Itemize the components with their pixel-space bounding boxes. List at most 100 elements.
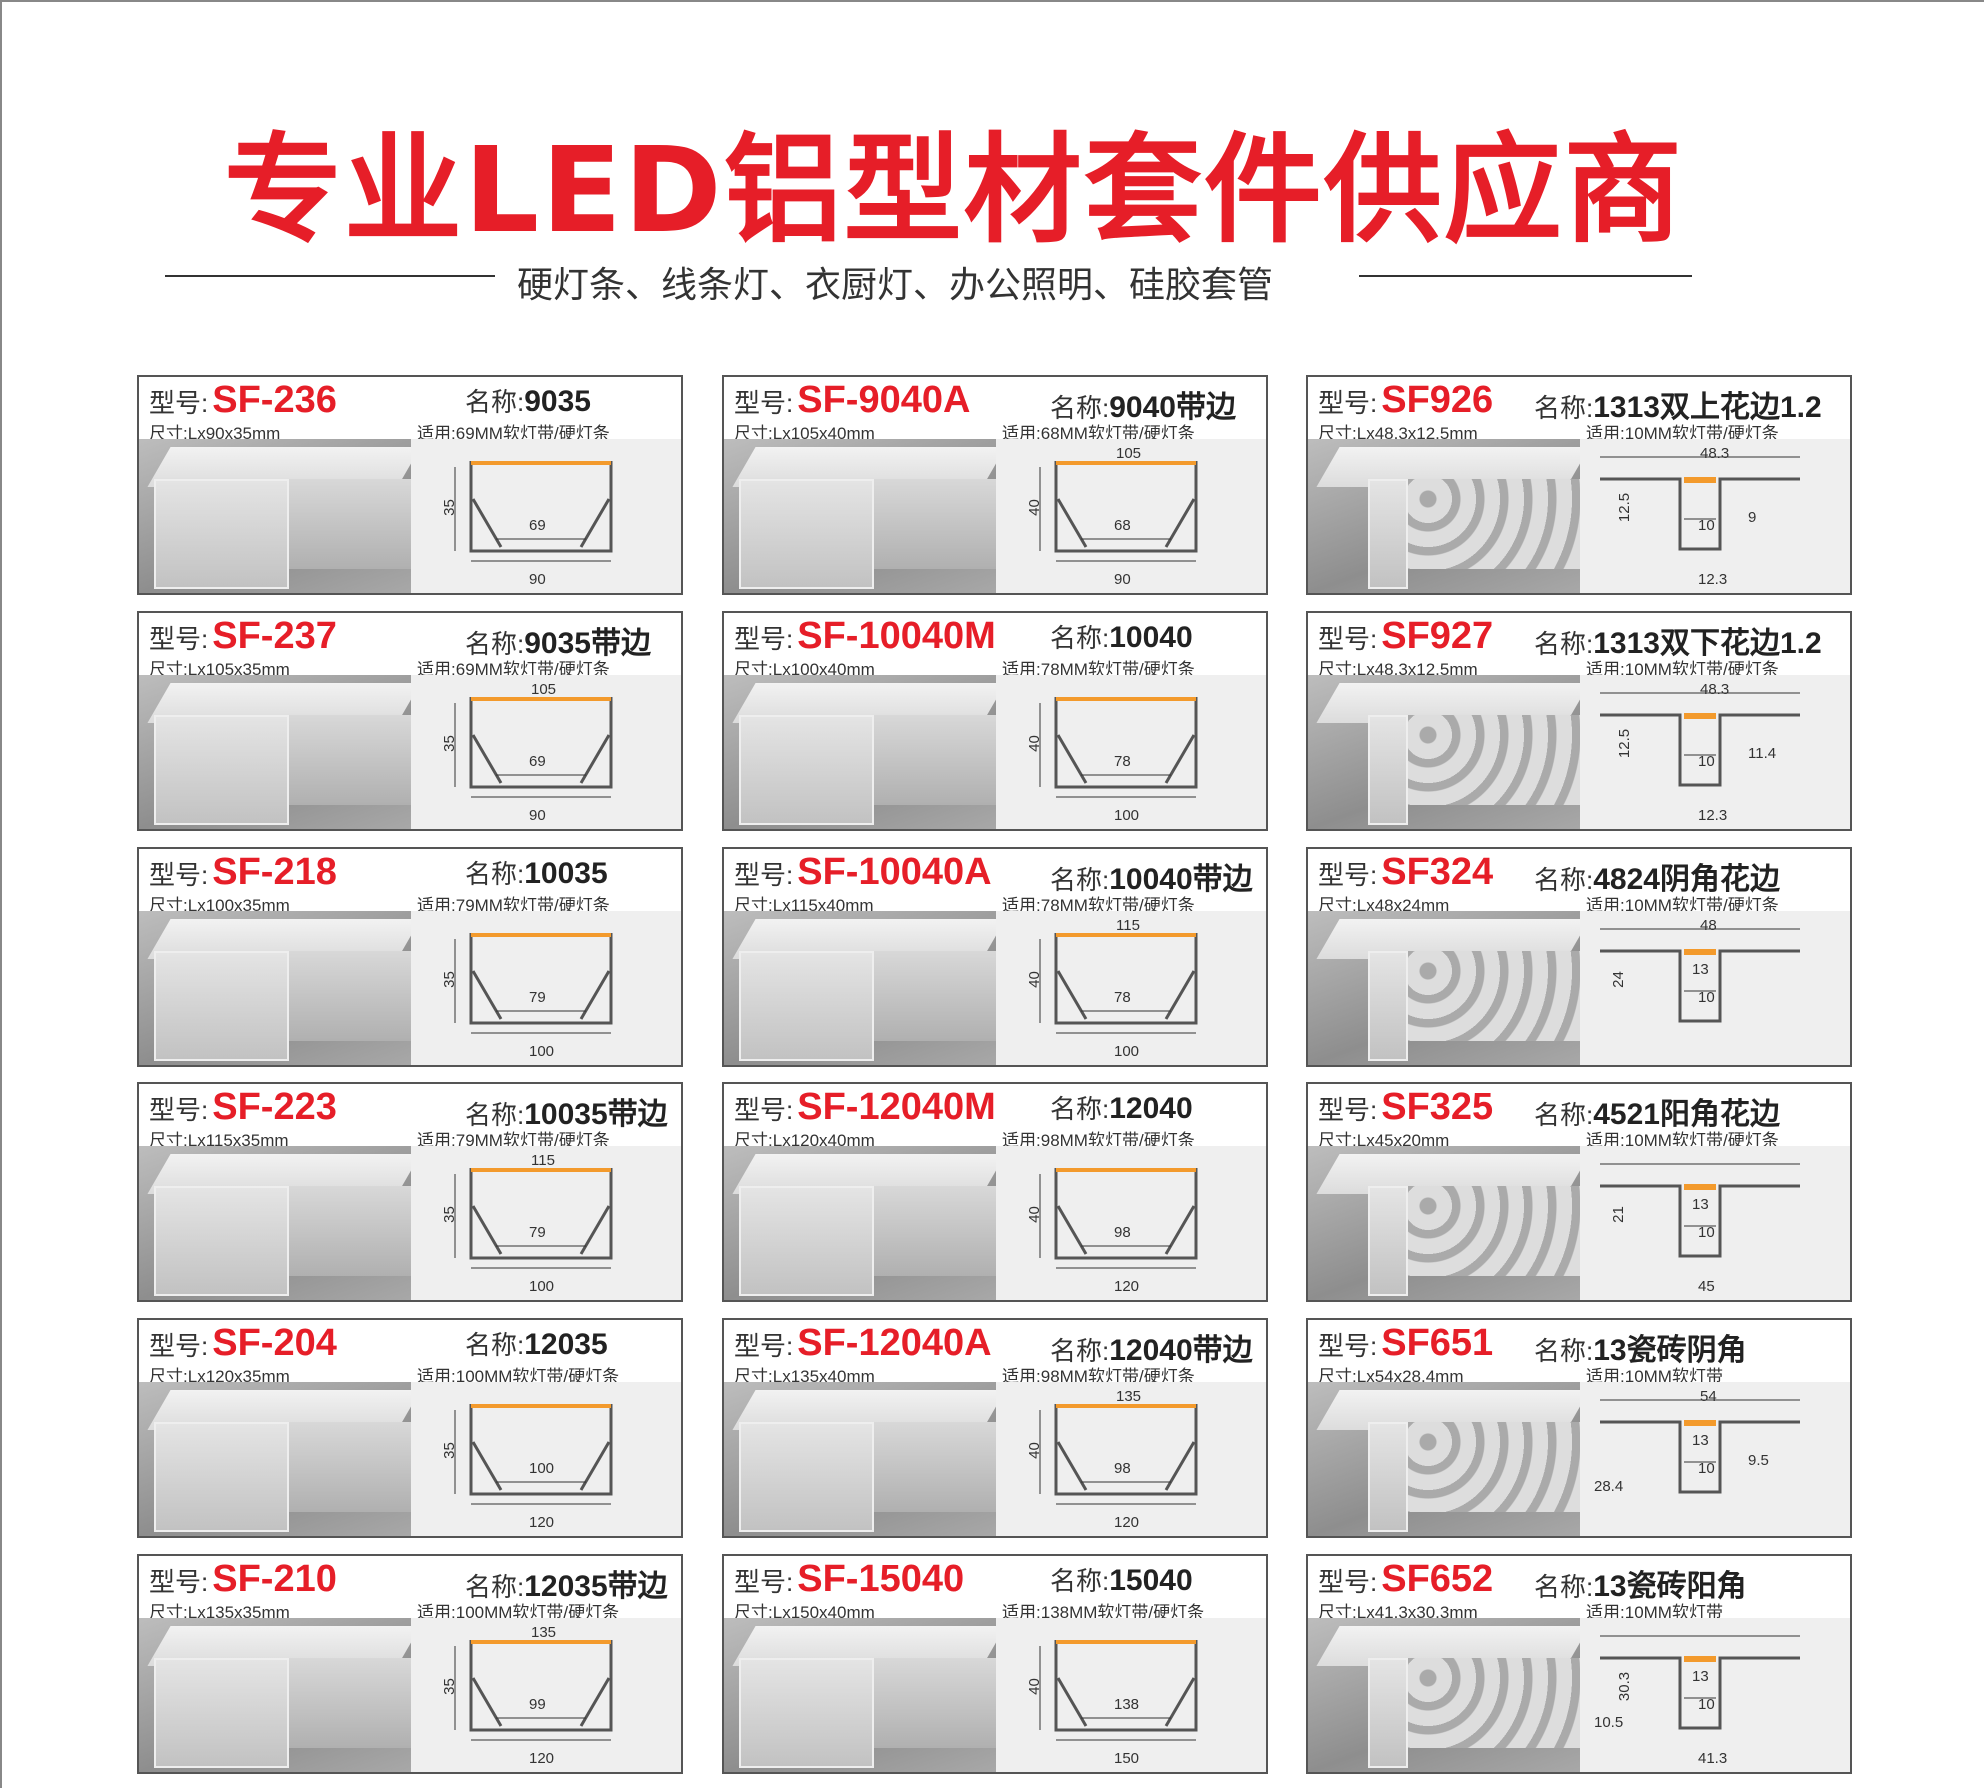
product-name: 4824阴角花边 bbox=[1593, 863, 1780, 896]
model-label: 型号: bbox=[734, 624, 794, 654]
size-value: Lx48.3x12.5mm bbox=[1356, 660, 1478, 679]
use-field: 适用:138MM软灯带/硬灯条 bbox=[1002, 1598, 1204, 1623]
model-field: 型号: SF651 bbox=[1318, 1322, 1493, 1365]
dimension-top: 48 bbox=[1700, 917, 1717, 934]
product-card[interactable]: 型号: SF-10040A 名称:10040带边 尺寸:Lx115x40mm 适用:78… bbox=[722, 847, 1268, 1067]
name-field: 名称:9040带边 bbox=[1050, 382, 1236, 426]
product-card[interactable]: 型号: SF652 名称:13瓷砖阳角 尺寸:Lx41.3x30.3mm 适用:10MM… bbox=[1306, 1554, 1852, 1774]
use-field: 适用:98MM软灯带/硬灯条 bbox=[1002, 1362, 1195, 1387]
use-value: 100MM软灯带/硬灯条 bbox=[455, 1603, 620, 1622]
dimension-top: 48.3 bbox=[1700, 445, 1730, 462]
product-card[interactable]: 型号: SF-12040M 名称:12040 尺寸:Lx120x40mm 适用:98MM… bbox=[722, 1082, 1268, 1302]
model-number: SF927 bbox=[1381, 615, 1494, 657]
size-value: Lx115x35mm bbox=[187, 1131, 289, 1150]
product-card[interactable]: 型号: SF927 名称:1313双下花边1.2 尺寸:Lx48.3x12.5mm 适用… bbox=[1306, 611, 1852, 831]
size-field: 尺寸:Lx54x28.4mm bbox=[1318, 1362, 1464, 1387]
name-label: 名称: bbox=[1050, 865, 1110, 895]
model-number: SF652 bbox=[1381, 1558, 1494, 1600]
card-header: 型号: SF927 名称:1313双下花边1.2 尺寸:Lx48.3x12.5mm 适用… bbox=[1308, 613, 1850, 679]
size-field: 尺寸:Lx100x40mm bbox=[734, 655, 875, 680]
dimension-height: 40 bbox=[1025, 735, 1043, 752]
model-field: 型号: SF-9040A bbox=[734, 379, 970, 422]
model-label: 型号: bbox=[1318, 1095, 1378, 1125]
use-field: 适用:10MM软灯带/硬灯条 bbox=[1586, 655, 1779, 680]
dimension-inner: 69 bbox=[529, 517, 546, 534]
use-value: 78MM软灯带/硬灯条 bbox=[1040, 896, 1195, 915]
card-header: 型号: SF-12040A 名称:12040带边 尺寸:Lx135x40mm 适用:98… bbox=[724, 1320, 1266, 1386]
product-photo bbox=[139, 675, 421, 829]
product-card[interactable]: 型号: SF-15040 名称:15040 尺寸:Lx150x40mm 适用:138MM… bbox=[722, 1554, 1268, 1774]
dimension-inner: 10 bbox=[1698, 1460, 1715, 1477]
size-value: Lx100x35mm bbox=[187, 896, 290, 915]
use-field: 适用:10MM软灯带/硬灯条 bbox=[1586, 419, 1779, 444]
card-header: 型号: SF-204 名称:12035 尺寸:Lx120x35mm 适用:100MM软灯… bbox=[139, 1320, 681, 1386]
card-header: 型号: SF651 名称:13瓷砖阴角 尺寸:Lx54x28.4mm 适用:10MM软灯… bbox=[1308, 1320, 1850, 1386]
dimension-height: 35 bbox=[440, 1206, 458, 1223]
product-name: 15040 bbox=[1109, 1564, 1193, 1597]
dimension-top: 115 bbox=[531, 1152, 555, 1169]
product-card[interactable]: 型号: SF-12040A 名称:12040带边 尺寸:Lx135x40mm 适用:98… bbox=[722, 1318, 1268, 1538]
size-label: 尺寸: bbox=[149, 424, 188, 443]
card-header: 型号: SF-12040M 名称:12040 尺寸:Lx120x40mm 适用:98MM… bbox=[724, 1084, 1266, 1150]
profile-diagram: 40 98 120 bbox=[996, 1146, 1266, 1300]
dimension-height: 24 bbox=[1609, 971, 1627, 988]
dimension-side: 28.4 bbox=[1594, 1478, 1624, 1495]
size-label: 尺寸: bbox=[149, 1603, 188, 1622]
product-name: 10035 bbox=[524, 857, 608, 890]
name-label: 名称: bbox=[1534, 1336, 1594, 1366]
profile-diagram: 40 78 100 bbox=[996, 675, 1266, 829]
use-value: 10MM软灯带/硬灯条 bbox=[1624, 424, 1779, 443]
profile-diagram: 115 40 78 100 bbox=[996, 911, 1266, 1065]
dimension-inner: 98 bbox=[1114, 1460, 1131, 1477]
product-card[interactable]: 型号: SF651 名称:13瓷砖阴角 尺寸:Lx54x28.4mm 适用:10MM软灯… bbox=[1306, 1318, 1852, 1538]
model-label: 型号: bbox=[734, 860, 794, 890]
use-label: 适用: bbox=[417, 1367, 456, 1386]
product-card[interactable]: 型号: SF-223 名称:10035带边 尺寸:Lx115x35mm 适用:79MM软… bbox=[137, 1082, 683, 1302]
product-name: 10035带边 bbox=[524, 1098, 668, 1131]
profile-diagram: 135 35 99 120 bbox=[411, 1618, 681, 1772]
model-field: 型号: SF926 bbox=[1318, 379, 1493, 422]
dimension-width: 150 bbox=[1114, 1750, 1140, 1767]
dimension-channel: 13 bbox=[1692, 961, 1709, 978]
product-card[interactable]: 型号: SF-237 名称:9035带边 尺寸:Lx105x35mm 适用:69MM软灯… bbox=[137, 611, 683, 831]
use-value: 10MM软灯带/硬灯条 bbox=[1624, 896, 1779, 915]
product-card[interactable]: 型号: SF-218 名称:10035 尺寸:Lx100x35mm 适用:79MM软灯带… bbox=[137, 847, 683, 1067]
use-field: 适用:10MM软灯带 bbox=[1586, 1362, 1723, 1387]
product-card[interactable]: 型号: SF324 名称:4824阴角花边 尺寸:Lx48x24mm 适用:10MM软灯… bbox=[1306, 847, 1852, 1067]
product-card[interactable]: 型号: SF325 名称:4521阳角花边 尺寸:Lx45x20mm 适用:10MM软灯… bbox=[1306, 1082, 1852, 1302]
card-header: 型号: SF-10040M 名称:10040 尺寸:Lx100x40mm 适用:78MM… bbox=[724, 613, 1266, 679]
model-field: 型号: SF-10040A bbox=[734, 851, 992, 894]
dimension-width: 90 bbox=[529, 807, 546, 824]
product-photo bbox=[139, 1618, 421, 1772]
product-card[interactable]: 型号: SF-9040A 名称:9040带边尺寸:Lx105x40mm 适用:68MM… bbox=[722, 375, 1268, 595]
size-field: 尺寸:Lx105x40mm bbox=[734, 419, 875, 444]
model-field: 型号: SF-218 bbox=[149, 851, 337, 894]
card-header: 型号: SF-236 名称:9035 尺寸:Lx90x35mm 适用:69MM软灯带/硬… bbox=[139, 377, 681, 443]
dimension-width: 45 bbox=[1698, 1278, 1715, 1295]
dimension-inner: 10 bbox=[1698, 517, 1715, 534]
profile-diagram: 105 40 68 90 bbox=[996, 439, 1266, 593]
model-number: SF-12040A bbox=[797, 1322, 992, 1364]
use-value: 69MM软灯带/硬灯条 bbox=[455, 424, 610, 443]
product-photo bbox=[139, 439, 421, 593]
use-value: 10MM软灯带 bbox=[1624, 1367, 1723, 1386]
name-label: 名称: bbox=[465, 1100, 525, 1130]
product-card[interactable]: 型号: SF-236 名称:9035 尺寸:Lx90x35mm 适用:69MM软灯带/硬… bbox=[137, 375, 683, 595]
product-card[interactable]: 型号: SF926 名称:1313双上花边1.2 尺寸:Lx48.3x12.5mm 适用… bbox=[1306, 375, 1852, 595]
product-card[interactable]: 型号: SF-10040M 名称:10040 尺寸:Lx100x40mm 适用:78MM… bbox=[722, 611, 1268, 831]
use-label: 适用: bbox=[1002, 424, 1041, 443]
model-label: 型号: bbox=[1318, 860, 1378, 890]
model-label: 型号: bbox=[1318, 624, 1378, 654]
dimension-width: 100 bbox=[529, 1043, 555, 1060]
use-value: 98MM软灯带/硬灯条 bbox=[1040, 1367, 1195, 1386]
size-value: Lx105x35mm bbox=[187, 660, 290, 679]
product-name: 10040带边 bbox=[1109, 863, 1253, 896]
model-label: 型号: bbox=[734, 388, 794, 418]
use-field: 适用:68MM软灯带/硬灯条 bbox=[1002, 419, 1195, 444]
size-value: Lx150x40mm bbox=[772, 1603, 875, 1622]
dimension-inner: 79 bbox=[529, 1224, 546, 1241]
product-card[interactable]: 型号: SF-204 名称:12035 尺寸:Lx120x35mm 适用:100MM软灯… bbox=[137, 1318, 683, 1538]
size-label: 尺寸: bbox=[149, 660, 188, 679]
product-name: 9040带边 bbox=[1109, 391, 1236, 424]
product-card[interactable]: 型号: SF-210 名称:12035带边 尺寸:Lx135x35mm 适用:100MM… bbox=[137, 1554, 683, 1774]
